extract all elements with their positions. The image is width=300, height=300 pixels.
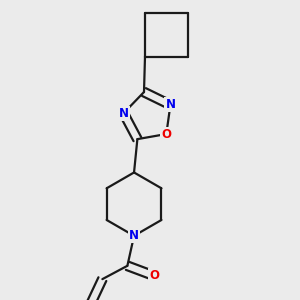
Text: O: O [161, 128, 171, 140]
Text: O: O [149, 269, 159, 282]
Text: N: N [118, 107, 129, 120]
Text: N: N [165, 98, 176, 111]
Text: N: N [129, 229, 139, 242]
